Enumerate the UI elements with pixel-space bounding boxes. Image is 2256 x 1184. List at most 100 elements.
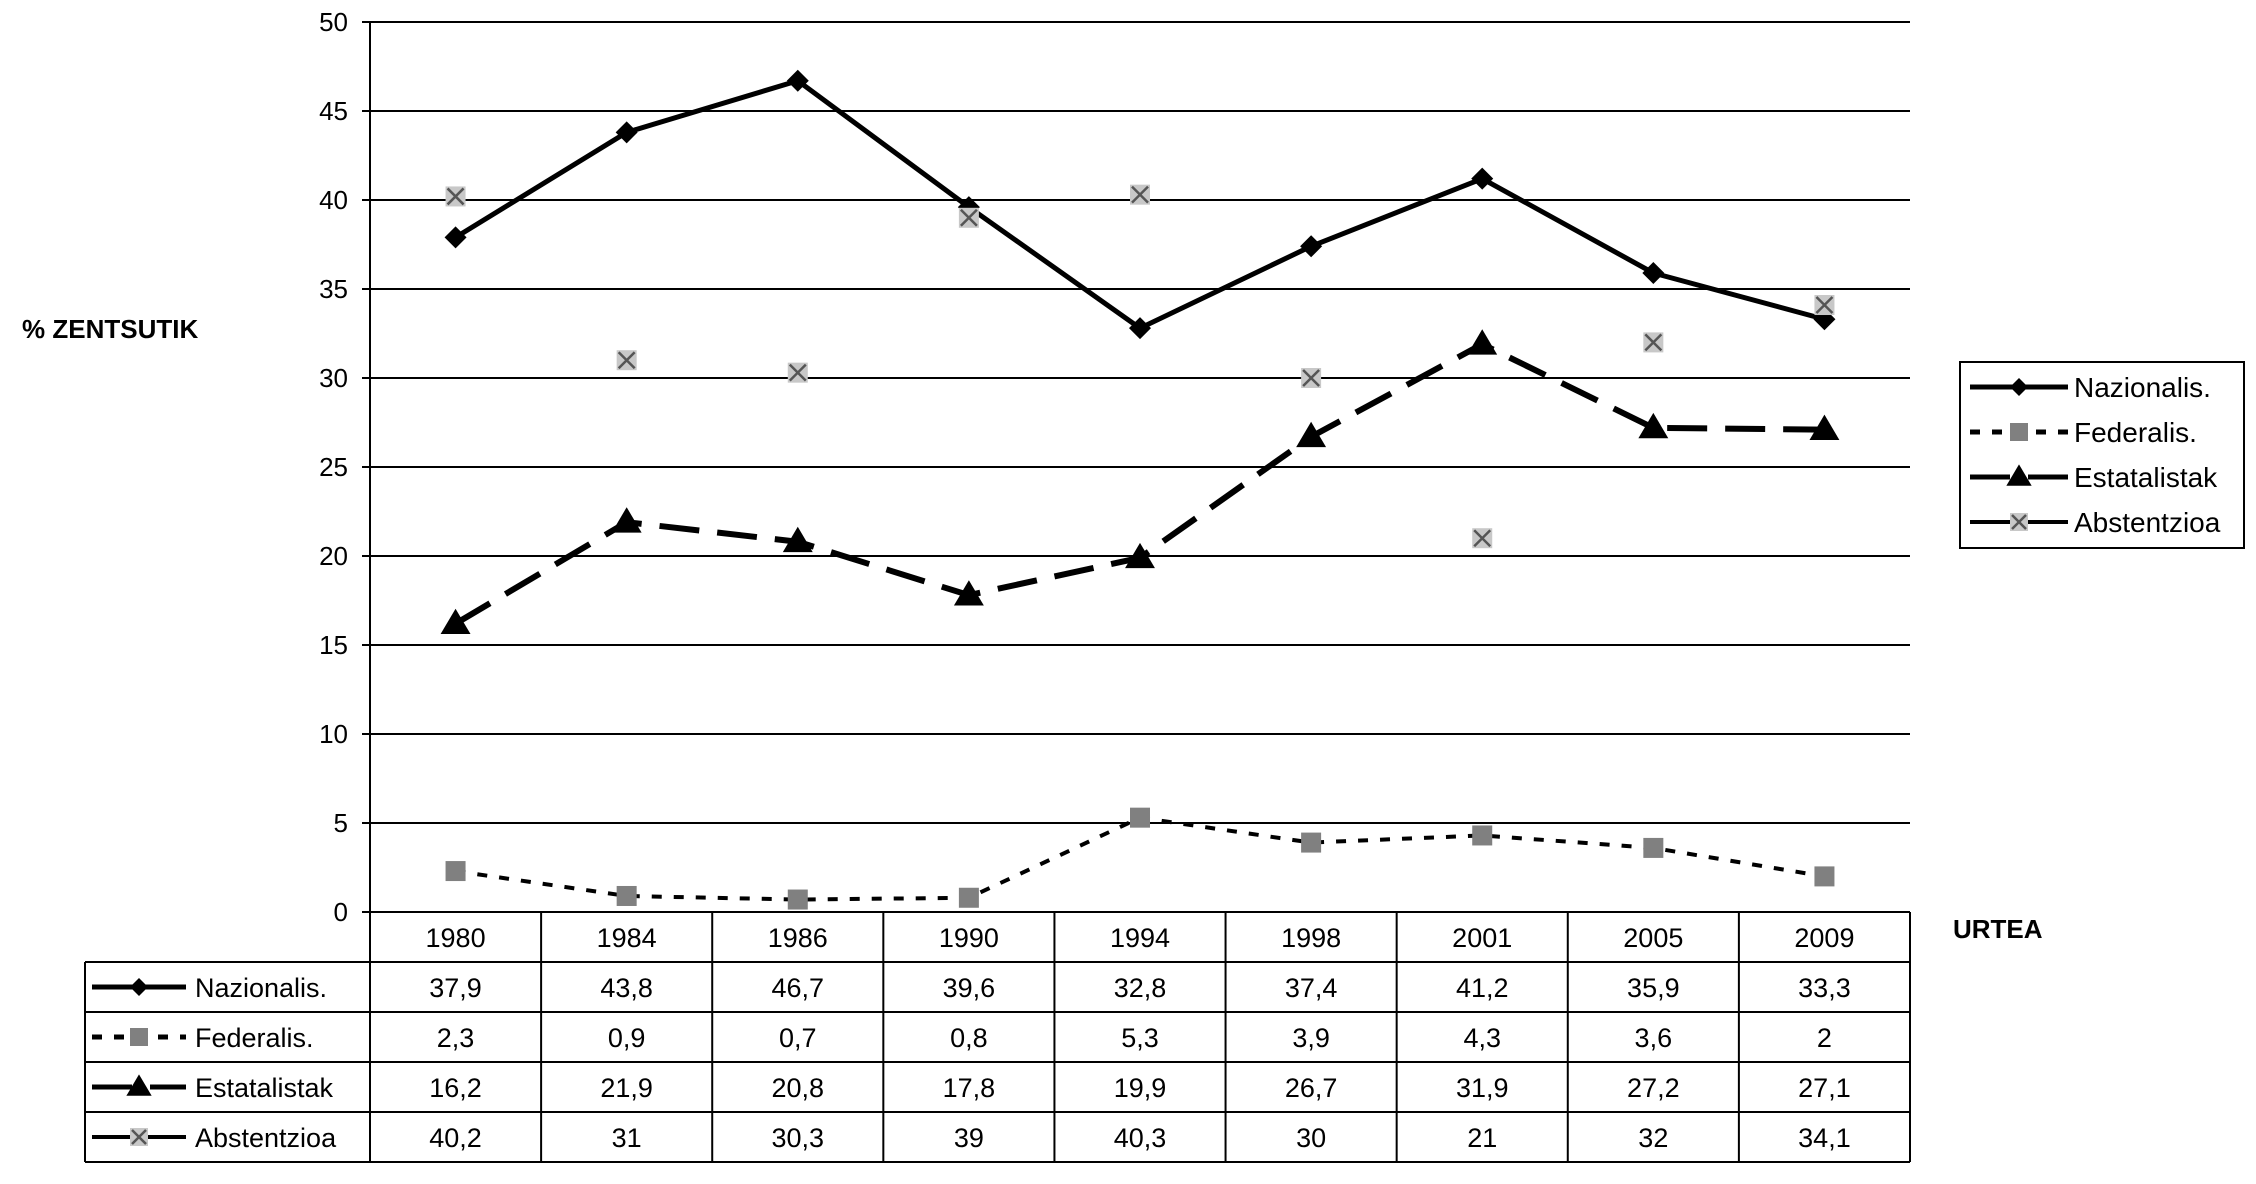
gridlines bbox=[362, 21, 1910, 913]
y-tick-label: 35 bbox=[319, 274, 348, 304]
x-tick-label: 2005 bbox=[1623, 923, 1683, 953]
table-cell-estatalistak: 20,8 bbox=[771, 1073, 824, 1103]
series-federalis bbox=[445, 807, 1835, 910]
table-cell-abstentzioa: 31 bbox=[612, 1123, 642, 1153]
table-key-marker bbox=[130, 978, 148, 996]
x-tick-label: 1986 bbox=[768, 923, 828, 953]
table-cell-estatalistak: 31,9 bbox=[1456, 1073, 1509, 1103]
y-axis-label: % ZENTSUTIK bbox=[22, 314, 198, 344]
table-row-label: Nazionalis. bbox=[195, 973, 327, 1003]
table-cell-nazionalis: 39,6 bbox=[943, 973, 996, 1003]
table-cell-estatalistak: 19,9 bbox=[1114, 1073, 1167, 1103]
table-cell-abstentzioa: 30 bbox=[1296, 1123, 1326, 1153]
data-table: 1980 1984 1986 1990 1994 1998 2001 2005 2009 Nazi… bbox=[84, 912, 1911, 1163]
point-nazionalis bbox=[1471, 167, 1494, 190]
table-cell-abstentzioa: 34,1 bbox=[1798, 1123, 1851, 1153]
table-cell-estatalistak: 16,2 bbox=[429, 1073, 482, 1103]
point-abstentzioa bbox=[1472, 528, 1493, 549]
y-tick-label: 25 bbox=[319, 452, 348, 482]
table-cell-federalis: 2,3 bbox=[437, 1023, 475, 1053]
point-nazionalis bbox=[1129, 317, 1151, 340]
point-nazionalis bbox=[444, 226, 467, 249]
y-tick-labels: 0 5 10 15 20 25 30 35 40 45 50 bbox=[319, 7, 348, 927]
table-row-label: Federalis. bbox=[195, 1023, 314, 1053]
legend-label-estatalistak: Estatalistak bbox=[2074, 462, 2218, 493]
legend: Nazionalis. Federalis. Estatalistak Abstent… bbox=[1959, 361, 2245, 549]
point-estatalistak bbox=[611, 507, 642, 533]
series-line-estatalistak bbox=[454, 341, 1825, 627]
legend-marker-nazionalis bbox=[2010, 378, 2028, 396]
x-tick-label: 2009 bbox=[1794, 923, 1854, 953]
y-tick-label: 5 bbox=[334, 808, 348, 838]
point-estatalistak bbox=[1809, 414, 1840, 441]
point-abstentzioa bbox=[787, 362, 808, 383]
point-federalis bbox=[787, 889, 808, 910]
point-estatalistak bbox=[1125, 542, 1155, 569]
point-estatalistak bbox=[953, 580, 984, 606]
legend-marker-federalis bbox=[2010, 423, 2028, 441]
table-key-marker bbox=[130, 1128, 148, 1146]
table-cell-federalis: 0,9 bbox=[608, 1023, 646, 1053]
x-tick-label: 1980 bbox=[426, 923, 486, 953]
table-cell-abstentzioa: 39 bbox=[954, 1123, 984, 1153]
axes bbox=[369, 22, 1910, 913]
legend-box bbox=[1959, 361, 2245, 549]
series-nazionalis bbox=[444, 69, 1836, 340]
table-cell-nazionalis: 37,9 bbox=[429, 973, 482, 1003]
point-federalis bbox=[1643, 837, 1664, 858]
point-nazionalis bbox=[1300, 235, 1323, 258]
point-abstentzioa bbox=[958, 207, 979, 228]
point-nazionalis bbox=[1642, 261, 1665, 284]
x-tick-label: 1994 bbox=[1110, 923, 1170, 953]
y-tick-label: 45 bbox=[319, 96, 348, 126]
y-tick-label: 30 bbox=[319, 363, 348, 393]
table-cell-federalis: 2 bbox=[1817, 1023, 1832, 1053]
y-tick-label: 40 bbox=[319, 185, 348, 215]
series-line-federalis bbox=[455, 815, 1825, 902]
series-estatalistak bbox=[440, 329, 1840, 635]
point-federalis bbox=[445, 861, 466, 882]
table-cell-federalis: 3,6 bbox=[1635, 1023, 1673, 1053]
table-cell-abstentzioa: 40,2 bbox=[429, 1123, 482, 1153]
table-cell-estatalistak: 27,1 bbox=[1798, 1073, 1851, 1103]
x-tick-label: 1998 bbox=[1281, 923, 1341, 953]
table-cell-federalis: 3,9 bbox=[1292, 1023, 1330, 1053]
point-federalis bbox=[1472, 825, 1493, 846]
y-tick-label: 10 bbox=[319, 719, 348, 749]
table-cell-federalis: 4,3 bbox=[1463, 1023, 1501, 1053]
table-cell-estatalistak: 21,9 bbox=[600, 1073, 653, 1103]
table-cell-abstentzioa: 21 bbox=[1467, 1123, 1497, 1153]
point-federalis bbox=[1814, 866, 1835, 887]
point-abstentzioa bbox=[1814, 295, 1835, 316]
table-cell-nazionalis: 46,7 bbox=[771, 973, 824, 1003]
point-nazionalis bbox=[786, 69, 809, 92]
y-tick-label: 20 bbox=[319, 541, 348, 571]
table-cell-abstentzioa: 40,3 bbox=[1114, 1123, 1167, 1153]
point-federalis bbox=[958, 887, 979, 908]
table-row-label: Estatalistak bbox=[195, 1073, 334, 1103]
point-nazionalis bbox=[615, 121, 638, 144]
series-layer bbox=[440, 69, 1840, 910]
legend-label-abstentzioa: Abstentzioa bbox=[2074, 507, 2221, 538]
point-federalis bbox=[1301, 832, 1322, 853]
legend-label-federalis: Federalis. bbox=[2074, 417, 2197, 448]
legend-marker-abstentzioa bbox=[2010, 513, 2028, 531]
x-tick-label: 1990 bbox=[939, 923, 999, 953]
point-abstentzioa bbox=[1301, 368, 1322, 388]
point-estatalistak bbox=[1296, 421, 1327, 448]
table-cell-estatalistak: 27,2 bbox=[1627, 1073, 1680, 1103]
x-tick-label: 2001 bbox=[1452, 923, 1512, 953]
table-cell-federalis: 5,3 bbox=[1121, 1023, 1159, 1053]
point-abstentzioa bbox=[1130, 184, 1150, 205]
table-cell-abstentzioa: 32 bbox=[1638, 1123, 1668, 1153]
y-tick-label: 50 bbox=[319, 7, 348, 37]
point-federalis bbox=[616, 885, 637, 906]
point-federalis bbox=[1130, 807, 1150, 828]
x-tick-label: 1984 bbox=[597, 923, 657, 953]
point-estatalistak bbox=[1467, 329, 1498, 355]
series-abstentzioa bbox=[445, 184, 1835, 549]
x-axis-label: URTEA bbox=[1953, 914, 2043, 944]
table-cell-nazionalis: 37,4 bbox=[1285, 973, 1338, 1003]
legend-marker-estatalistak bbox=[2006, 464, 2032, 486]
